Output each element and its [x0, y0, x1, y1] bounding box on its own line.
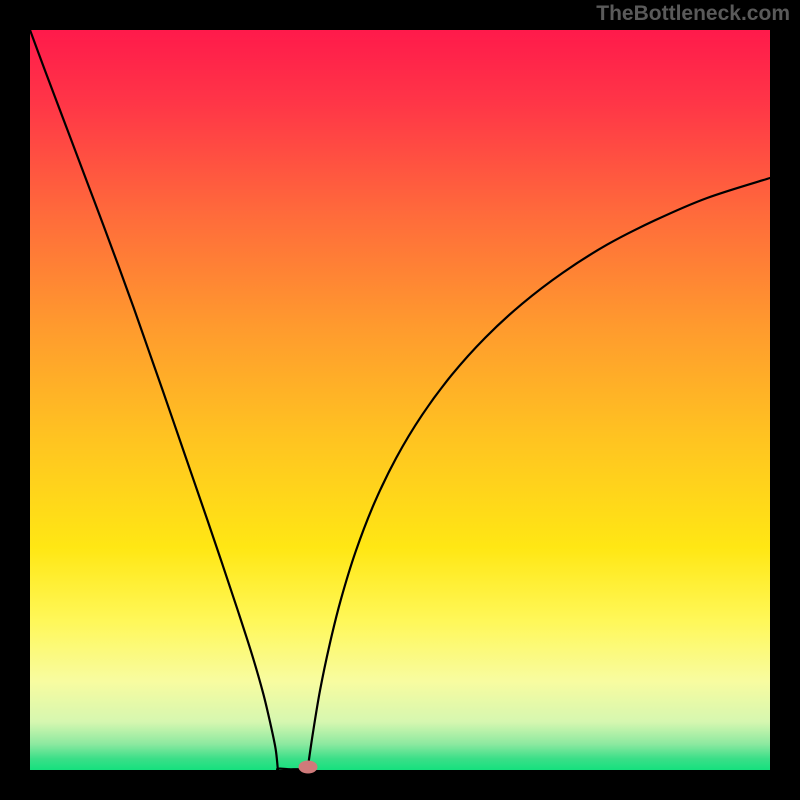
gradient-background: [30, 30, 770, 770]
optimal-point-marker: [298, 761, 317, 774]
watermark-text: TheBottleneck.com: [596, 2, 790, 26]
plot-area: [30, 30, 770, 770]
chart-frame: TheBottleneck.com: [0, 0, 800, 800]
bottleneck-curve-chart: [30, 30, 770, 770]
